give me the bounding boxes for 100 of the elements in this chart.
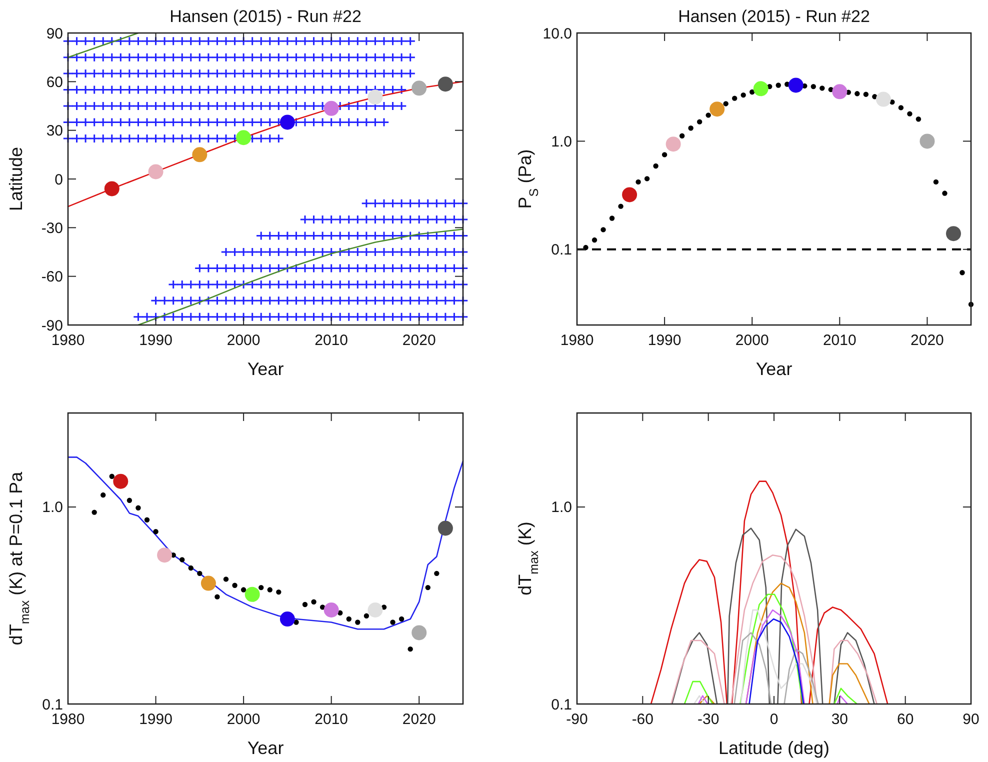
point [132, 36, 144, 46]
y-tick-label: -90 [41, 317, 63, 334]
x-tick-label: 2010 [314, 711, 348, 728]
point [334, 85, 346, 95]
point [256, 52, 266, 62]
point [124, 117, 135, 127]
point [80, 101, 91, 111]
point [282, 296, 293, 306]
point [115, 52, 126, 62]
point [370, 214, 381, 224]
point [344, 52, 354, 62]
point [176, 52, 188, 62]
point [256, 231, 266, 241]
point [370, 52, 381, 62]
point [290, 280, 302, 290]
point [214, 594, 220, 600]
point [246, 280, 258, 290]
point [300, 280, 310, 290]
point [396, 247, 407, 257]
point [361, 312, 372, 322]
point [364, 613, 370, 619]
point [203, 117, 214, 127]
point [308, 52, 320, 62]
point [290, 68, 302, 78]
point [431, 198, 442, 208]
point [396, 198, 407, 208]
point [142, 36, 152, 46]
point [71, 85, 82, 95]
point [238, 280, 249, 290]
point [98, 134, 108, 144]
point [326, 280, 337, 290]
point [203, 296, 214, 306]
point [220, 68, 232, 78]
point [387, 68, 398, 78]
point [194, 101, 206, 111]
point [600, 227, 606, 232]
point [98, 52, 108, 62]
x-tick-label: -60 [632, 711, 654, 728]
point [159, 85, 170, 95]
point [98, 36, 108, 46]
point [396, 36, 407, 46]
point [404, 52, 416, 62]
point [644, 176, 650, 182]
point [150, 85, 162, 95]
point [346, 616, 352, 622]
point [352, 101, 364, 111]
point [361, 247, 372, 257]
point [308, 214, 320, 224]
point [124, 134, 135, 144]
point [302, 602, 308, 608]
point [344, 296, 354, 306]
point [344, 117, 354, 127]
point [98, 101, 108, 111]
point [404, 296, 416, 306]
point [448, 214, 460, 224]
point [458, 263, 468, 273]
point [740, 92, 746, 98]
point [246, 117, 258, 127]
point [378, 101, 390, 111]
point [387, 247, 398, 257]
point [300, 231, 310, 241]
point [106, 85, 118, 95]
point [124, 52, 135, 62]
point [273, 263, 284, 273]
point [334, 280, 346, 290]
point [370, 263, 381, 273]
point [212, 296, 223, 306]
point [106, 134, 118, 144]
point [212, 134, 223, 144]
point [212, 263, 223, 273]
point [378, 36, 390, 46]
point [282, 280, 293, 290]
point [378, 296, 390, 306]
point [398, 616, 404, 622]
point [256, 247, 266, 257]
y-tick-label: 1.0 [551, 499, 572, 516]
point [71, 134, 82, 144]
point [370, 312, 381, 322]
point [334, 52, 346, 62]
point [458, 280, 468, 290]
point [256, 68, 266, 78]
point [317, 247, 328, 257]
point [361, 101, 372, 111]
point [326, 231, 337, 241]
point [62, 134, 74, 144]
point [220, 296, 232, 306]
point [186, 296, 196, 306]
point [212, 68, 223, 78]
point [308, 117, 320, 127]
point [352, 85, 364, 95]
point [88, 52, 100, 62]
point [246, 101, 258, 111]
point [106, 101, 118, 111]
point [246, 68, 258, 78]
point [229, 296, 240, 306]
point [414, 296, 424, 306]
point [311, 599, 316, 604]
point [186, 280, 196, 290]
point [458, 296, 468, 306]
point [258, 584, 264, 590]
